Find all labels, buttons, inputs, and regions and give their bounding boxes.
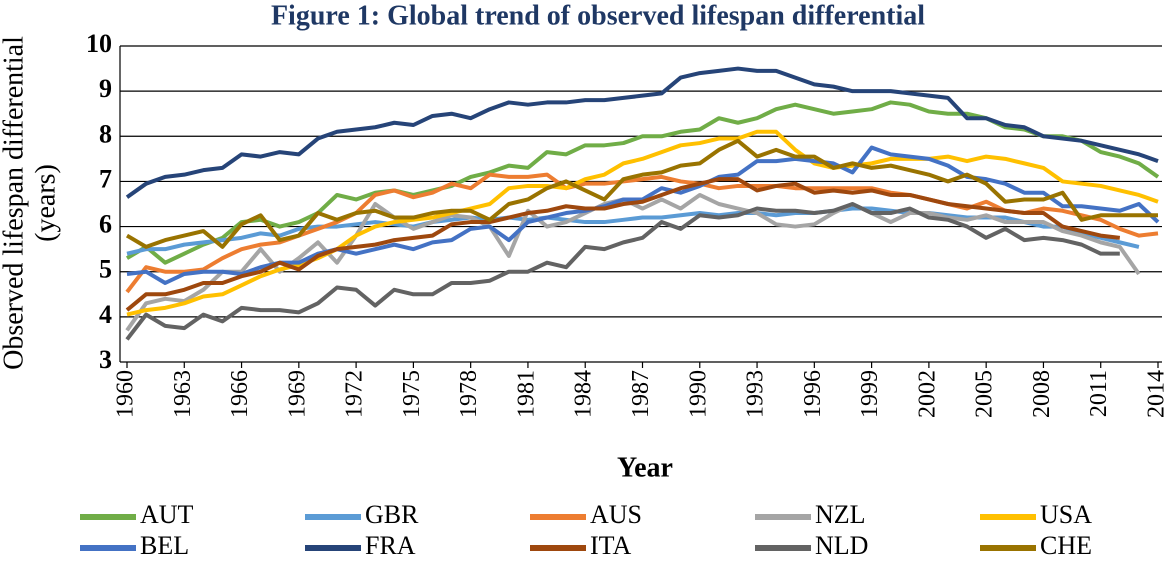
legend-label: NZL (815, 500, 866, 529)
legend-label: NLD (815, 531, 868, 560)
x-tick-label: 1984 (571, 370, 597, 418)
y-tick-label: 7 (99, 164, 112, 193)
x-tick-label: 1975 (399, 370, 425, 418)
y-tick-label: 3 (99, 345, 112, 374)
x-tick-label: 1981 (513, 370, 539, 418)
y-axis-label: (years) (30, 164, 61, 242)
series-line (126, 129, 1159, 317)
x-tick-label: 2014 (1144, 370, 1170, 418)
x-tick-label: 1969 (284, 370, 310, 418)
x-tick-label: 1987 (628, 370, 654, 418)
y-tick-label: 10 (86, 29, 112, 58)
x-tick-label: 1996 (800, 370, 826, 418)
series-line (125, 66, 1159, 199)
series-line (125, 177, 1121, 312)
x-tick-label: 1990 (685, 370, 711, 418)
y-tick-label: 6 (99, 210, 112, 239)
x-tick-label: 1972 (342, 370, 368, 418)
legend-label: USA (1040, 500, 1092, 529)
series-line (125, 202, 1120, 341)
x-tick-label: 2011 (1086, 370, 1112, 417)
y-axis-label: Observed lifespan differential (0, 36, 29, 370)
legend-label: ITA (590, 531, 631, 560)
legend-label: BEL (140, 531, 189, 560)
legend-label: FRA (365, 531, 416, 560)
y-tick-label: 4 (99, 300, 112, 329)
x-tick-label: 1999 (857, 370, 883, 418)
series-line (125, 138, 1158, 249)
legend-label: CHE (1040, 531, 1092, 560)
x-tick-label: 1978 (456, 370, 482, 418)
x-tick-label: 2002 (914, 370, 940, 418)
legend-label: AUS (590, 500, 642, 529)
x-tick-label: 2005 (972, 370, 998, 418)
chart-title: Figure 1: Global trend of observed lifes… (271, 0, 925, 31)
x-tick-label: 2008 (1029, 370, 1055, 418)
x-tick-label: 1963 (170, 370, 196, 418)
x-axis-label: Year (617, 452, 673, 483)
y-tick-label: 8 (99, 119, 112, 148)
y-tick-label: 9 (99, 74, 112, 103)
x-tick-label: 1966 (227, 370, 253, 418)
x-tick-label: 1960 (113, 370, 139, 418)
x-tick-label: 1993 (743, 370, 769, 418)
legend-label: AUT (140, 500, 194, 529)
legend-label: GBR (365, 500, 419, 529)
series-line (126, 145, 1160, 285)
y-tick-label: 5 (99, 255, 112, 284)
